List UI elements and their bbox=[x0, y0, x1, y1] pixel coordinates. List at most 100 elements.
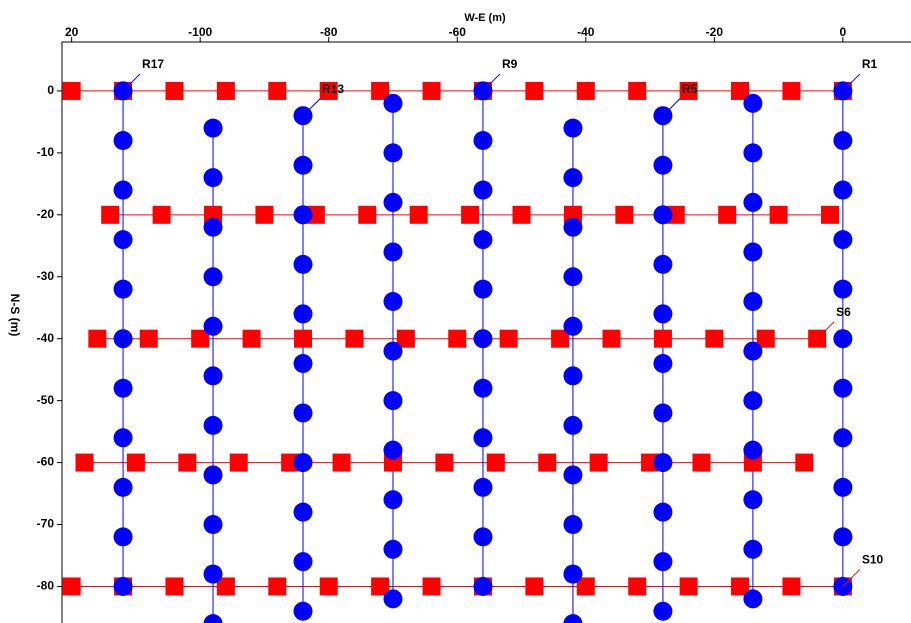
receiver-marker bbox=[383, 440, 403, 460]
receiver-marker bbox=[293, 601, 313, 621]
y-tick-label: 0 bbox=[47, 83, 54, 97]
y-tick-label: -40 bbox=[37, 331, 55, 345]
x-tick-label: 20 bbox=[65, 25, 79, 39]
y-tick-label: -30 bbox=[37, 269, 55, 283]
y-tick-label: -70 bbox=[37, 517, 55, 531]
receiver-marker bbox=[113, 428, 133, 448]
annotation-label: S10 bbox=[862, 553, 884, 567]
source-marker bbox=[358, 205, 377, 224]
y-tick-label: -20 bbox=[37, 207, 55, 221]
source-marker bbox=[319, 81, 338, 100]
source-marker bbox=[371, 81, 390, 100]
receiver-marker bbox=[743, 391, 763, 411]
source-marker bbox=[126, 453, 145, 472]
receiver-marker bbox=[743, 292, 763, 312]
source-marker bbox=[178, 453, 197, 472]
receiver-marker bbox=[293, 304, 313, 324]
receiver-marker bbox=[743, 93, 763, 113]
source-marker bbox=[628, 577, 647, 596]
receiver-marker bbox=[653, 353, 673, 373]
receiver-marker bbox=[113, 477, 133, 497]
source-marker bbox=[242, 329, 261, 348]
annotation-leader bbox=[662, 98, 681, 117]
y-tick-label: -10 bbox=[37, 145, 55, 159]
receiver-marker bbox=[383, 539, 403, 559]
receiver-marker bbox=[563, 118, 583, 138]
receiver-marker bbox=[473, 279, 493, 299]
source-marker bbox=[75, 453, 94, 472]
receiver-marker bbox=[743, 539, 763, 559]
receiver-marker bbox=[203, 465, 223, 485]
receiver-marker bbox=[203, 316, 223, 336]
source-marker bbox=[345, 329, 364, 348]
receiver-marker bbox=[113, 130, 133, 150]
receiver-marker bbox=[563, 465, 583, 485]
source-marker bbox=[692, 453, 711, 472]
receiver-marker bbox=[203, 415, 223, 435]
y-tick-label: -50 bbox=[37, 393, 55, 407]
source-marker bbox=[731, 81, 750, 100]
receiver-marker bbox=[203, 515, 223, 535]
receiver-marker bbox=[203, 564, 223, 584]
source-marker bbox=[718, 205, 737, 224]
x-axis-title: W-E (m) bbox=[464, 12, 506, 24]
receiver-marker bbox=[383, 192, 403, 212]
receiver-marker bbox=[473, 527, 493, 547]
receiver-marker bbox=[473, 378, 493, 398]
receiver-marker bbox=[653, 403, 673, 423]
source-marker bbox=[525, 577, 544, 596]
receiver-marker bbox=[473, 180, 493, 200]
annotation-leader bbox=[302, 98, 321, 117]
receiver-marker bbox=[833, 230, 853, 250]
receiver-marker bbox=[473, 329, 493, 349]
receiver-marker bbox=[653, 601, 673, 621]
receiver-marker bbox=[833, 477, 853, 497]
receiver-marker bbox=[383, 391, 403, 411]
source-marker bbox=[821, 205, 840, 224]
receiver-marker bbox=[293, 155, 313, 175]
annotation-label: R5 bbox=[682, 82, 698, 96]
source-marker bbox=[653, 329, 672, 348]
receiver-marker bbox=[473, 576, 493, 596]
annotation-leader bbox=[816, 321, 835, 340]
source-marker bbox=[255, 205, 274, 224]
receiver-marker bbox=[113, 329, 133, 349]
receiver-marker bbox=[653, 453, 673, 473]
receiver-marker bbox=[833, 378, 853, 398]
x-tick-label: -60 bbox=[449, 25, 467, 39]
receiver-marker bbox=[653, 304, 673, 324]
source-marker bbox=[268, 577, 287, 596]
receiver-marker bbox=[203, 168, 223, 188]
receiver-marker bbox=[293, 205, 313, 225]
source-marker bbox=[62, 81, 81, 100]
receiver-marker bbox=[113, 180, 133, 200]
receiver-marker bbox=[293, 403, 313, 423]
source-marker bbox=[512, 205, 531, 224]
receiver-marker bbox=[383, 589, 403, 609]
source-marker bbox=[628, 81, 647, 100]
source-marker bbox=[88, 329, 107, 348]
receiver-marker bbox=[383, 93, 403, 113]
receiver-marker bbox=[653, 502, 673, 522]
receiver-marker bbox=[653, 155, 673, 175]
source-marker bbox=[371, 577, 390, 596]
receiver-marker bbox=[563, 168, 583, 188]
source-marker bbox=[139, 329, 158, 348]
source-marker bbox=[422, 577, 441, 596]
source-marker bbox=[294, 329, 313, 348]
source-marker bbox=[615, 205, 634, 224]
source-marker bbox=[332, 453, 351, 472]
receiver-marker bbox=[653, 552, 673, 572]
receiver-marker bbox=[563, 564, 583, 584]
receiver-marker bbox=[743, 490, 763, 510]
source-marker bbox=[679, 81, 698, 100]
receiver-marker bbox=[743, 143, 763, 163]
annotation-leader bbox=[842, 569, 861, 587]
x-tick-label: -100 bbox=[188, 25, 212, 39]
receiver-marker bbox=[833, 180, 853, 200]
source-marker bbox=[165, 577, 184, 596]
source-marker bbox=[486, 453, 505, 472]
source-marker bbox=[448, 329, 467, 348]
source-marker bbox=[101, 205, 120, 224]
source-marker bbox=[731, 577, 750, 596]
